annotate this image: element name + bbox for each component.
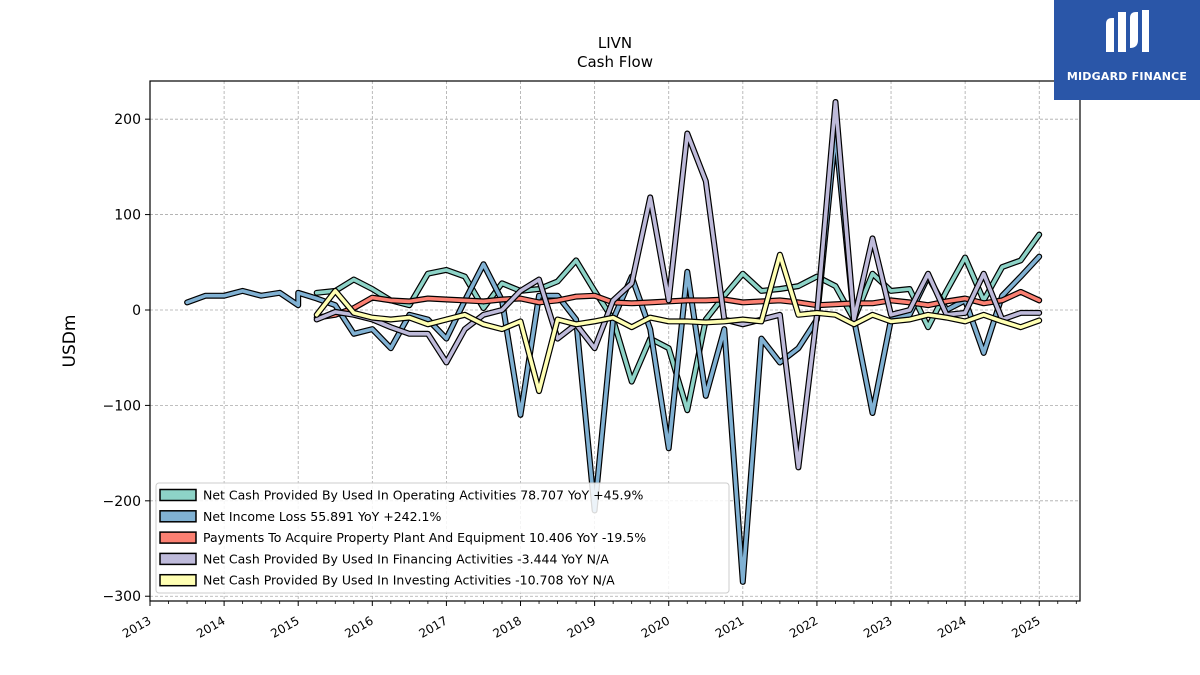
x-tick-label: 2017 <box>416 613 449 640</box>
x-tick-label: 2024 <box>935 613 968 640</box>
x-tick-label: 2022 <box>787 613 820 640</box>
plot-frame <box>149 80 1081 602</box>
legend-swatch <box>159 531 197 544</box>
x-axis: 2013 2014 2015 2016 2017 2018 2019 2020 2021 2022… <box>120 601 1077 641</box>
x-tick-label: 2016 <box>342 613 375 640</box>
y-axis: 200 100 0 −100 −200 −300 <box>103 112 150 605</box>
y-tick-label: −200 <box>103 494 141 510</box>
x-tick-label: 2018 <box>491 613 524 640</box>
x-tick-label: 2023 <box>861 613 894 640</box>
y-tick-label: −300 <box>103 589 141 605</box>
x-tick-label: 2025 <box>1009 613 1042 640</box>
y-tick-label: 100 <box>114 208 141 224</box>
x-tick-label: 2013 <box>120 613 153 640</box>
logo-text: MIDGARD FINANCE <box>1066 70 1188 83</box>
x-tick-label: 2015 <box>268 613 301 640</box>
series-outline <box>313 99 1043 471</box>
legend: Net Cash Provided By Used In Operating A… <box>155 482 730 594</box>
x-tick-label: 2020 <box>639 613 672 640</box>
y-axis-label: USDm <box>60 315 80 368</box>
x-tick-label: 2014 <box>194 613 227 640</box>
series-line <box>314 100 1041 470</box>
x-tick-label: 2019 <box>565 613 598 640</box>
legend-swatch <box>159 510 197 523</box>
midgard-finance-logo: MIDGARD FINANCE <box>1054 0 1200 100</box>
chart-title: LIVN <box>598 34 632 52</box>
legend-label: Net Cash Provided By Used In Financing A… <box>203 551 609 566</box>
x-tick-label: 2021 <box>713 613 746 640</box>
legend-item: Net Cash Provided By Used In Operating A… <box>159 488 643 503</box>
legend-swatch <box>159 573 197 587</box>
series-line <box>314 290 1041 320</box>
chart-subtitle: Cash Flow <box>577 53 653 71</box>
logo-mark-icon <box>1106 10 1149 52</box>
legend-item: Net Cash Provided By Used In Investing A… <box>159 573 615 588</box>
y-tick-label: 0 <box>132 303 141 319</box>
series-line <box>314 252 1041 393</box>
legend-item: Net Income Loss 55.891 YoY +242.1% <box>159 509 441 524</box>
legend-label: Net Cash Provided By Used In Operating A… <box>203 488 643 503</box>
legend-swatch <box>159 488 197 502</box>
legend-label: Net Cash Provided By Used In Investing A… <box>203 573 615 588</box>
series-3 <box>313 288 1043 321</box>
legend-swatch <box>159 552 197 566</box>
y-tick-label: −100 <box>103 398 141 414</box>
y-tick-label: 200 <box>114 112 141 128</box>
legend-label: Payments To Acquire Property Plant And E… <box>203 530 646 545</box>
legend-box <box>155 482 730 594</box>
series-5 <box>313 251 1043 395</box>
legend-item: Net Cash Provided By Used In Financing A… <box>159 551 609 566</box>
series-lines <box>184 99 1043 585</box>
legend-label: Net Income Loss 55.891 YoY +242.1% <box>203 509 441 524</box>
series-4 <box>313 99 1043 471</box>
legend-item: Payments To Acquire Property Plant And E… <box>159 530 646 545</box>
